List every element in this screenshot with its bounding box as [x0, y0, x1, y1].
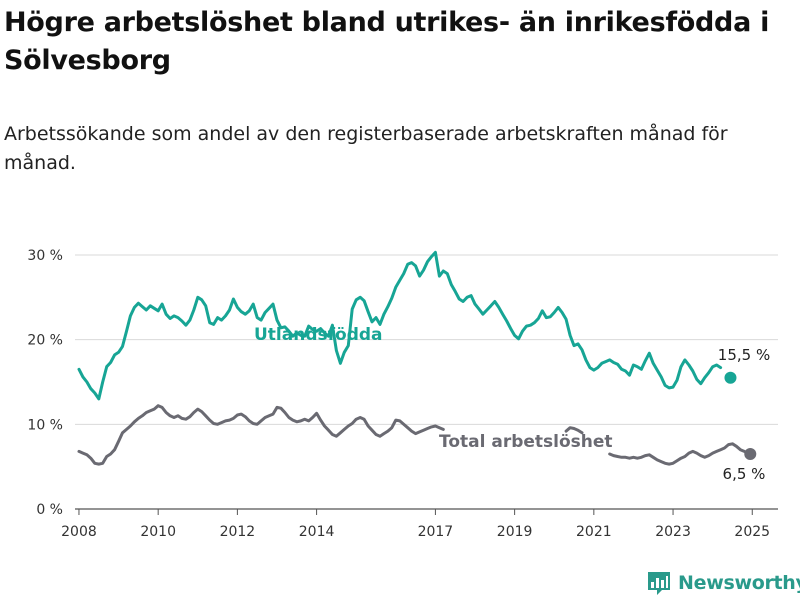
y-tick-label: 10 %: [27, 417, 63, 433]
series-line-total: [564, 426, 584, 435]
series-label-utlandsfodda: Utlandsfödda: [254, 325, 383, 345]
y-tick-label: 30 %: [27, 248, 63, 264]
x-tick-label: 2014: [299, 524, 335, 540]
brand-logo: Newsworthy: [646, 570, 800, 596]
series-label-total: Total arbetslöshet: [439, 432, 613, 452]
y-tick-label: 20 %: [27, 333, 63, 349]
axis-layer: 0 % 10 % 20 % 30 % 2008 2010 2012 2014 2017 2019 2…: [27, 248, 770, 540]
end-label-utlandsfodda: 15,5 %: [718, 346, 770, 364]
x-tick-label: 2012: [220, 524, 256, 540]
chart-subtitle: Arbetssökande som andel av den registerb…: [4, 123, 728, 174]
x-tick-label: 2025: [734, 524, 770, 540]
x-tick-label: 2019: [497, 524, 533, 540]
x-tick-label: 2023: [655, 524, 691, 540]
series-line-total: [77, 404, 445, 466]
chart-title: Högre arbetslöshet bland utrikes- än inr…: [4, 7, 770, 76]
brand-name: Newsworthy: [678, 572, 800, 594]
grid-layer: [75, 254, 778, 510]
y-tick-label: 0 %: [36, 502, 63, 518]
end-label-total: 6,5 %: [723, 465, 766, 483]
x-tick-label: 2017: [418, 524, 454, 540]
newsworthy-logo-icon: [648, 572, 670, 595]
label-layer: Utlandsfödda Total arbetslöshet 15,5 % 6…: [254, 325, 770, 483]
x-tick-label: 2021: [576, 524, 612, 540]
series-line-utlandsfodda: [77, 250, 723, 401]
series-line-total: [608, 442, 746, 466]
series-layer: [77, 250, 757, 466]
x-tick-label: 2008: [61, 524, 97, 540]
end-point-utlandsfodda: [724, 371, 737, 384]
end-point-total: [744, 447, 757, 460]
x-tick-label: 2010: [140, 524, 176, 540]
